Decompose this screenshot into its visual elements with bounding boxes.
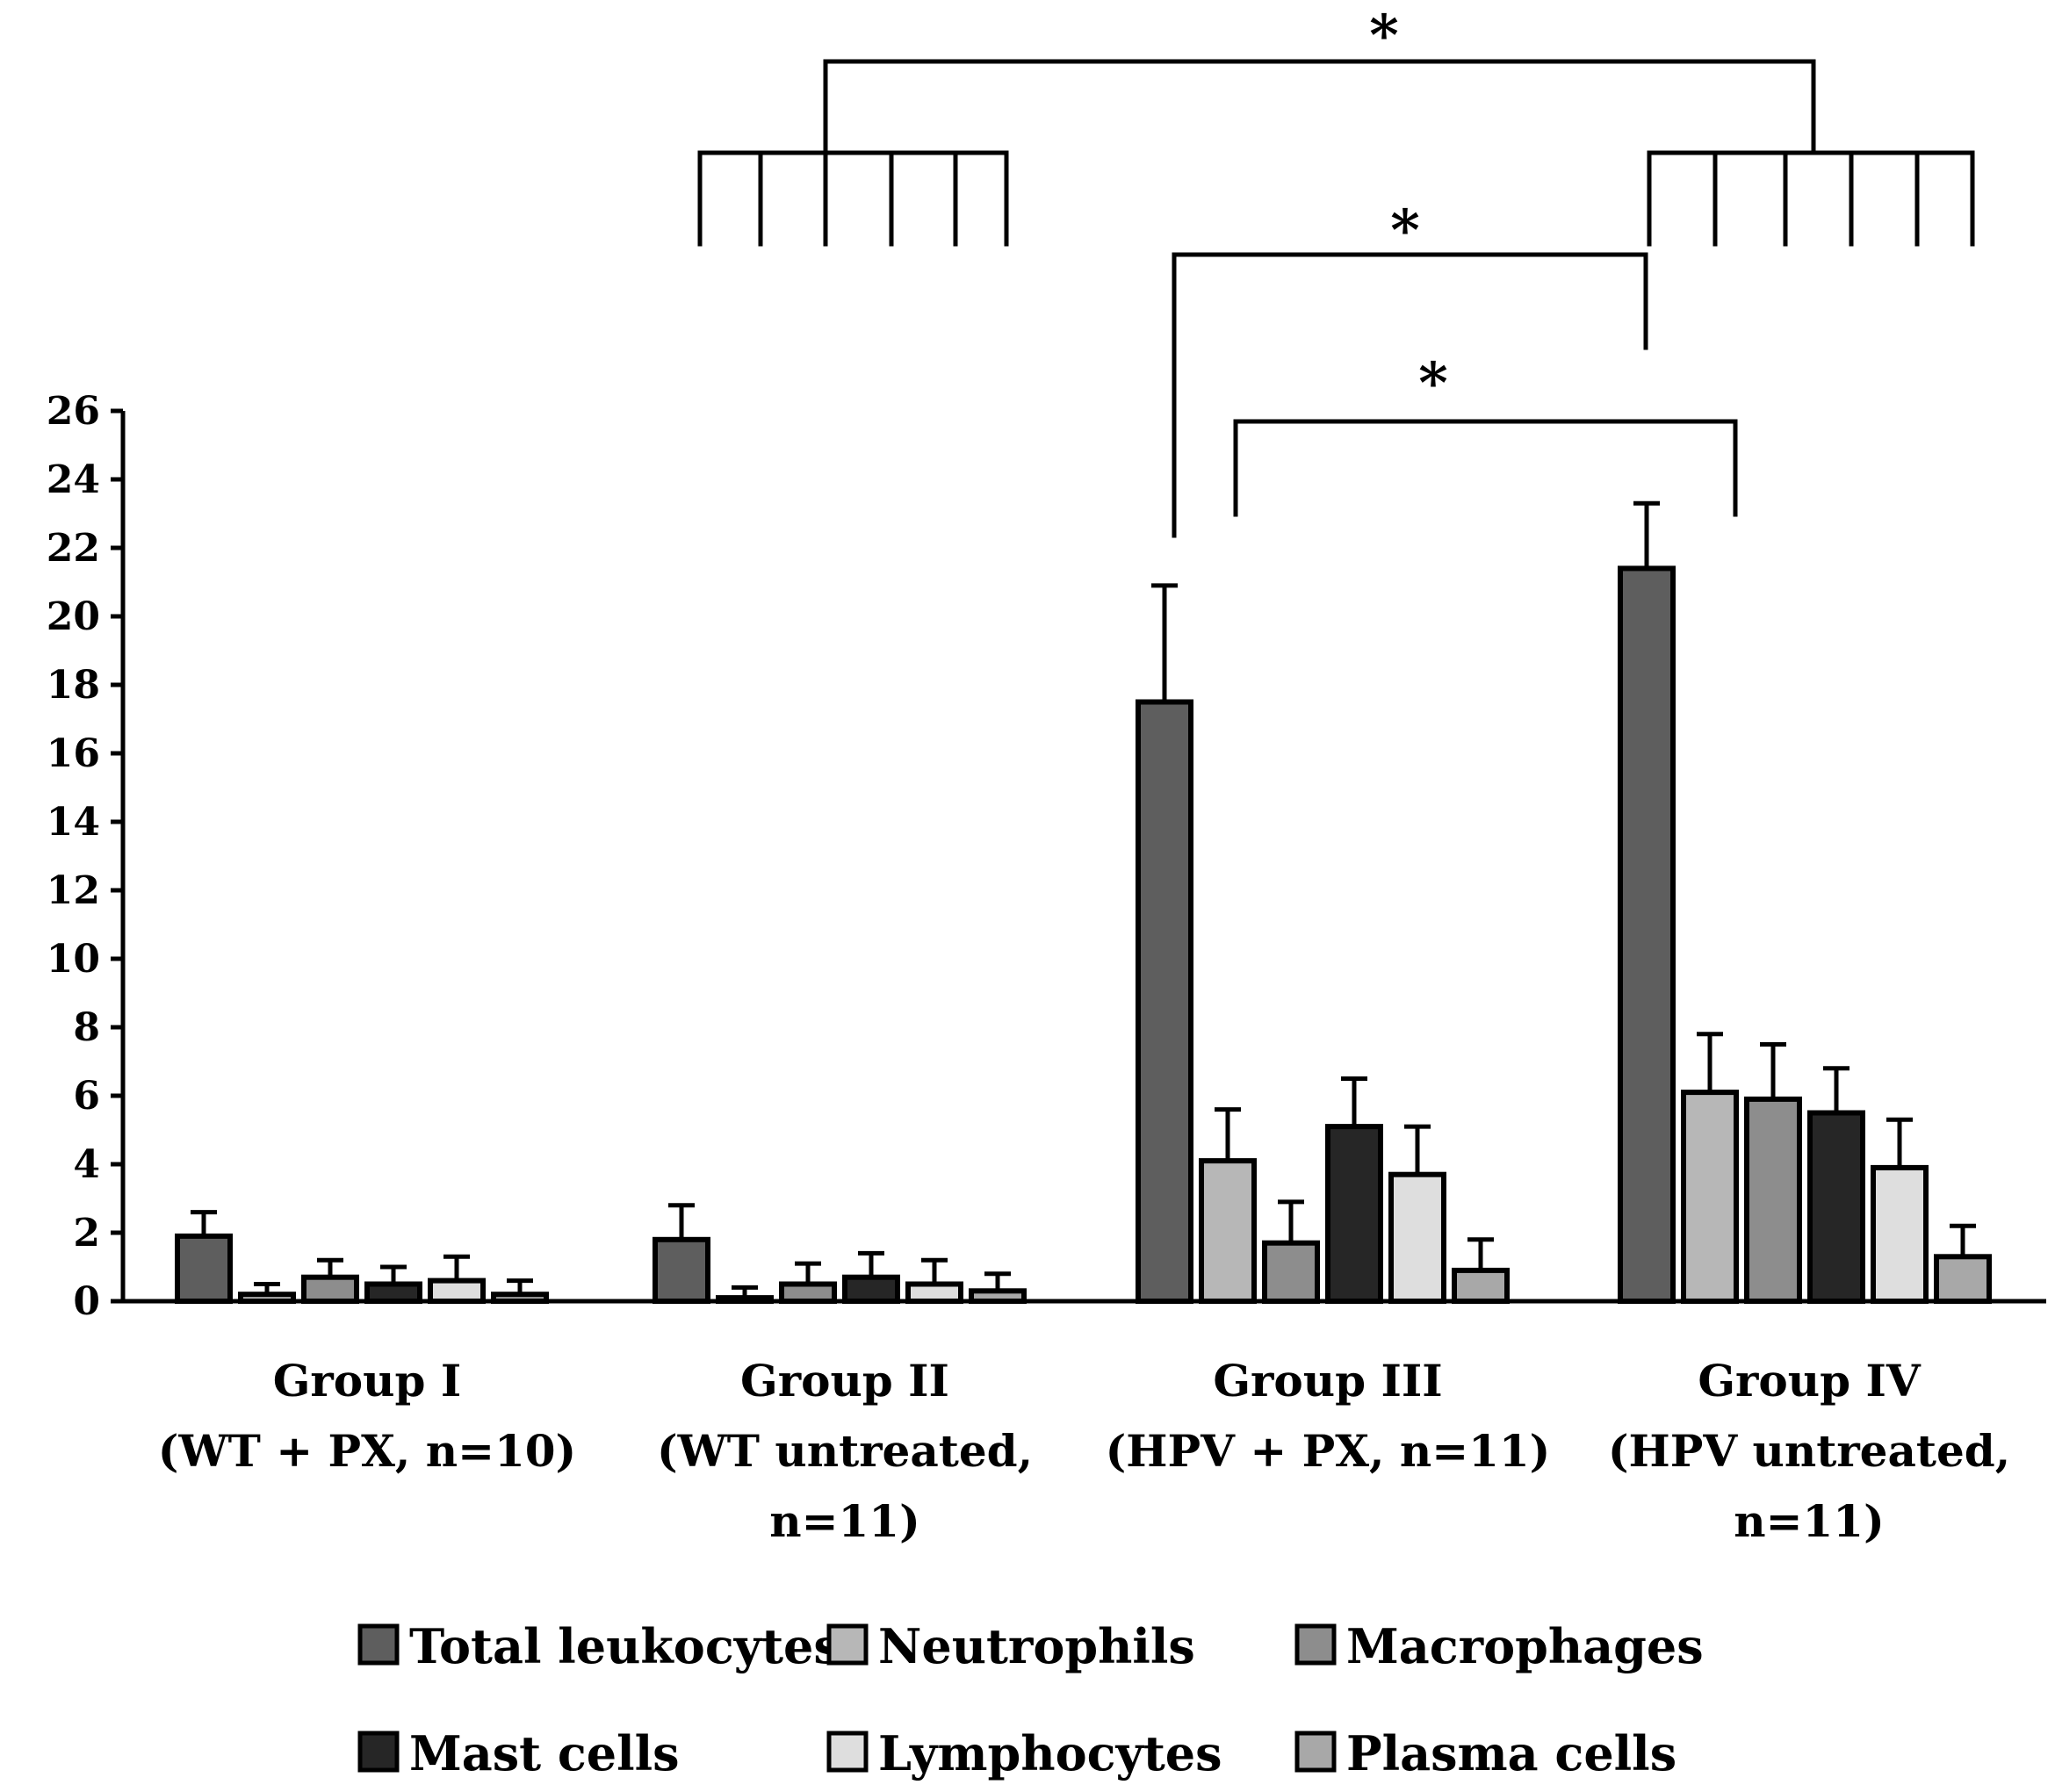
bar-total-leukocytes-group-1 (175, 1233, 233, 1305)
bars (175, 565, 1992, 1305)
legend-swatch-mast-cells (357, 1731, 400, 1773)
error-bars (191, 500, 1976, 1299)
group-label-2: (WT untreated, (657, 1425, 1033, 1477)
significance-brackets: * * * (697, 3, 1975, 538)
group-label-3: Group III (1213, 1355, 1442, 1407)
legend-label-mast-cells: Mast cells (409, 1725, 680, 1781)
bar-macrophages-group-3 (1262, 1240, 1320, 1304)
legend-label-total-leukocytes: Total leukocytes (409, 1618, 840, 1674)
group-label-4: Group IV (1698, 1355, 1922, 1407)
y-tick-label: 0 (73, 1279, 100, 1324)
legend-swatch-plasma-cells (1294, 1731, 1337, 1773)
bar-lymphocytes-group-1 (428, 1277, 486, 1304)
y-tick-label: 12 (47, 868, 100, 913)
significance-star: * (1390, 198, 1419, 263)
legend-swatch-macrophages (1294, 1623, 1337, 1666)
y-tick-label: 2 (73, 1211, 100, 1256)
y-tick-label: 24 (47, 457, 100, 502)
bar-plasma-cells-group-4 (1934, 1254, 1992, 1305)
bar-total-leukocytes-group-3 (1136, 699, 1193, 1304)
y-tick-label: 16 (47, 731, 100, 776)
significance-star: * (1418, 350, 1447, 416)
y-tick-label: 4 (73, 1142, 100, 1187)
bar-lymphocytes-group-3 (1388, 1171, 1446, 1304)
group-label-2: Group II (740, 1355, 949, 1407)
bar-mast-cells-group-3 (1325, 1124, 1383, 1304)
bar-total-leukocytes-group-2 (653, 1236, 710, 1305)
bar-mast-cells-group-4 (1807, 1110, 1865, 1304)
bar-macrophages-group-4 (1744, 1096, 1802, 1305)
y-tick-label: 8 (73, 1005, 100, 1050)
legend: Total leukocytes Neutrophils Macrophages Ma… (357, 1618, 1704, 1781)
group-label-1: (WT + PX, n=10) (158, 1425, 576, 1477)
bar-lymphocytes-group-4 (1871, 1164, 1929, 1305)
bar-lymphocytes-group-2 (905, 1281, 963, 1304)
bar-macrophages-group-1 (301, 1274, 359, 1304)
legend-label-lymphocytes: Lymphocytes (878, 1725, 1222, 1781)
legend-swatch-total-leukocytes (357, 1623, 400, 1666)
bar-total-leukocytes-group-4 (1618, 565, 1676, 1304)
group-label-3: (HPV + PX, n=11) (1106, 1425, 1551, 1477)
y-tick-label: 10 (47, 937, 100, 982)
y-tick-label: 20 (47, 594, 100, 639)
y-tick-label: 18 (47, 663, 100, 708)
significance-star: * (1369, 3, 1398, 68)
bar-mast-cells-group-1 (364, 1281, 422, 1304)
group-label-1: Group I (273, 1355, 462, 1407)
legend-label-neutrophils: Neutrophils (878, 1618, 1195, 1674)
legend-label-macrophages: Macrophages (1346, 1618, 1704, 1674)
bar-mast-cells-group-2 (842, 1274, 900, 1304)
y-tick-label: 22 (47, 526, 100, 571)
y-tick-label: 14 (47, 800, 100, 845)
bar-macrophages-group-2 (779, 1281, 837, 1304)
y-tick-label: 26 (47, 389, 100, 434)
bar-neutrophils-group-4 (1681, 1090, 1739, 1304)
legend-swatch-lymphocytes (826, 1731, 869, 1773)
group-label-4: n=11) (1734, 1495, 1884, 1547)
legend-swatch-neutrophils (826, 1623, 869, 1666)
bar-neutrophils-group-3 (1199, 1158, 1257, 1304)
y-tick-label: 6 (73, 1074, 100, 1119)
legend-label-plasma-cells: Plasma cells (1346, 1725, 1676, 1781)
bar-plasma-cells-group-3 (1452, 1267, 1510, 1305)
group-label-2: n=11) (769, 1495, 919, 1547)
group-label-4: (HPV untreated, (1608, 1425, 2010, 1477)
